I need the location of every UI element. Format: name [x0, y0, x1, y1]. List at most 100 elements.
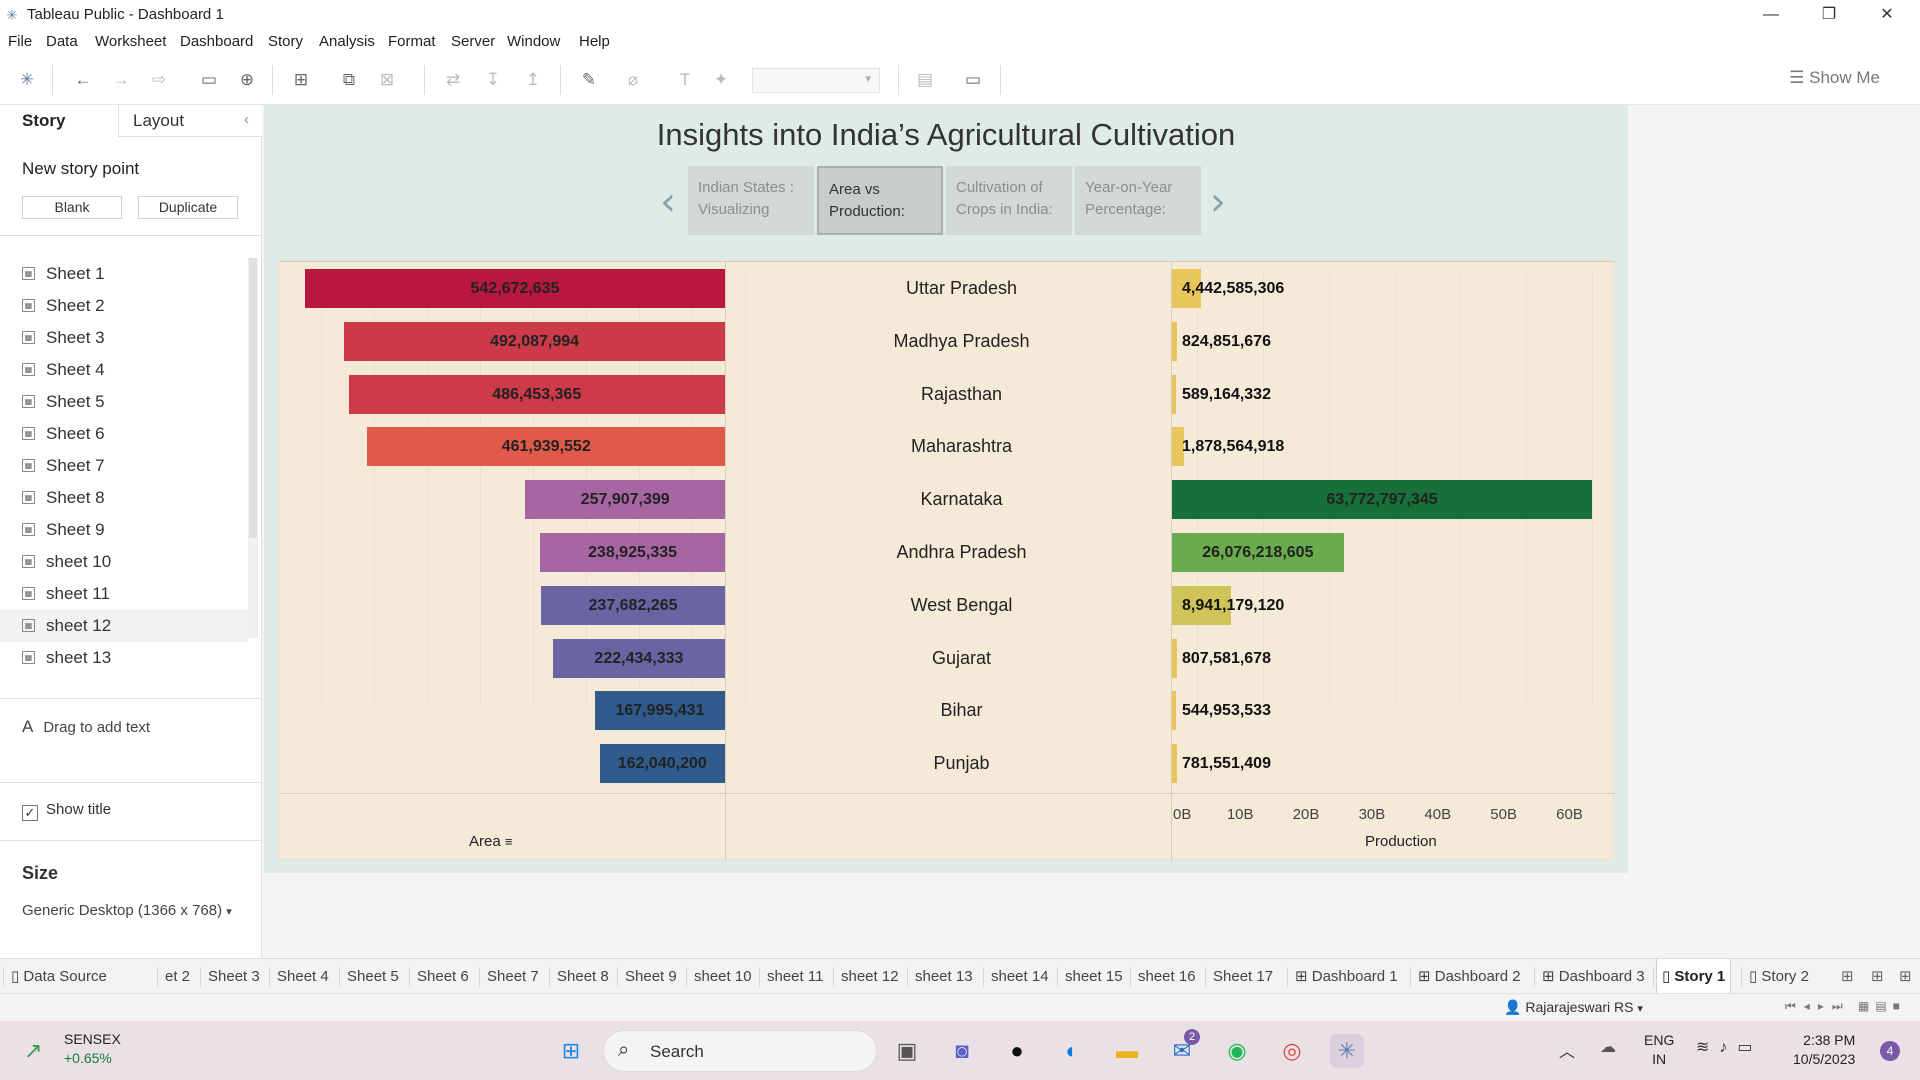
- sheet-list-item[interactable]: ▦ Sheet 9: [0, 514, 248, 546]
- area-bar[interactable]: [305, 269, 725, 308]
- area-axis-title[interactable]: Area ≡: [469, 833, 513, 850]
- sheet-list-scrollbar[interactable]: [248, 258, 258, 638]
- fit-dropdown[interactable]: ▾: [752, 68, 880, 93]
- production-bar[interactable]: [1172, 533, 1344, 572]
- area-bar[interactable]: [344, 321, 725, 361]
- area-bar[interactable]: [599, 744, 725, 784]
- sheet-tab[interactable]: ▯ Story 2: [1749, 968, 1809, 985]
- notification-badge[interactable]: 4: [1880, 1041, 1900, 1061]
- sheet-tab[interactable]: sheet 13: [915, 968, 973, 985]
- menu-data[interactable]: Data: [46, 33, 78, 50]
- replay-icon[interactable]: ⇨: [151, 70, 167, 89]
- redo-icon[interactable]: →: [112, 70, 130, 89]
- menu-worksheet[interactable]: Worksheet: [95, 33, 167, 50]
- sheet-list-item[interactable]: ▦ Sheet 2: [0, 290, 248, 322]
- show-me-button[interactable]: ☰ Show Me: [1789, 68, 1880, 87]
- sheet-tab[interactable]: Sheet 9: [625, 968, 677, 985]
- sheet-list-item[interactable]: ▦ Sheet 1: [0, 258, 248, 290]
- sheet-list-item[interactable]: ▦ Sheet 4: [0, 354, 248, 386]
- mail-icon[interactable]: ✉: [1172, 1038, 1192, 1063]
- sheet-list-item[interactable]: ▦ Sheet 3: [0, 322, 248, 354]
- undo-icon[interactable]: ←: [74, 70, 92, 89]
- sheet-list-item[interactable]: ▦ Sheet 7: [0, 450, 248, 482]
- area-bar[interactable]: [540, 533, 725, 572]
- sheet-tab[interactable]: ⊞ Dashboard 1: [1295, 968, 1398, 985]
- sheet-tab[interactable]: ▯ Data Source: [11, 968, 107, 985]
- sensex-widget[interactable]: SENSEX +0.65%: [64, 1031, 121, 1066]
- collapse-panel-icon[interactable]: ‹: [244, 111, 249, 128]
- clock[interactable]: 2:38 PM 10/5/2023: [1793, 1032, 1856, 1067]
- sheet-tab[interactable]: Sheet 3: [208, 968, 260, 985]
- sort-ascending-icon[interactable]: ↧: [485, 70, 501, 89]
- new-story-tab-icon[interactable]: ⊞: [1899, 968, 1912, 985]
- tableau-taskbar-icon[interactable]: ✳: [1330, 1034, 1364, 1068]
- github-icon[interactable]: ●: [1010, 1038, 1024, 1063]
- user-menu[interactable]: 👤 Rajarajeswari RS ▾: [1504, 999, 1643, 1015]
- duplicate-button[interactable]: Duplicate: [138, 196, 238, 219]
- scrollbar-thumb[interactable]: [249, 258, 257, 538]
- network-volume-battery-icons[interactable]: ≋♪▭: [1696, 1039, 1763, 1056]
- menu-analysis[interactable]: Analysis: [319, 33, 375, 50]
- swap-rows-columns-icon[interactable]: ⇄: [445, 70, 461, 89]
- show-hidden-icons-chevron[interactable]: ︿: [1559, 1044, 1576, 1061]
- production-bar[interactable]: [1172, 427, 1185, 467]
- blank-button[interactable]: Blank: [22, 196, 122, 219]
- sheet-list-item[interactable]: ▦ sheet 12: [0, 610, 248, 642]
- sheet-tab[interactable]: Sheet 4: [277, 968, 329, 985]
- sheet-tab[interactable]: sheet 11: [767, 968, 824, 985]
- sort-descending-icon[interactable]: ≡: [504, 834, 513, 849]
- group-members-icon[interactable]: ⌀: [627, 70, 639, 89]
- teams-chat-icon[interactable]: ◙: [955, 1038, 969, 1063]
- sheet-list-item[interactable]: ▦ Sheet 8: [0, 482, 248, 514]
- area-bar[interactable]: [552, 638, 725, 678]
- restore-button[interactable]: ❐: [1821, 6, 1837, 23]
- production-bar[interactable]: [1172, 585, 1231, 625]
- sheet-tab[interactable]: ⊞ Dashboard 2: [1418, 968, 1521, 985]
- taskbar-search[interactable]: ⌕ Search: [603, 1030, 877, 1072]
- close-button[interactable]: ✕: [1880, 6, 1894, 23]
- sheet-tab[interactable]: et 2: [165, 968, 191, 985]
- task-view-icon[interactable]: ▣: [896, 1038, 918, 1063]
- story-point-2[interactable]: Area vs Production:: [817, 166, 943, 235]
- production-bar[interactable]: [1172, 321, 1178, 361]
- spotify-icon[interactable]: ◉: [1227, 1038, 1247, 1063]
- menu-help[interactable]: Help: [579, 33, 610, 50]
- sheet-tab[interactable]: ⊞ Dashboard 3: [1542, 968, 1645, 985]
- production-bar[interactable]: [1172, 269, 1202, 308]
- sheet-tab[interactable]: Sheet 8: [557, 968, 609, 985]
- story-point-3[interactable]: Cultivation of Crops in India:: [946, 166, 1072, 235]
- chrome-icon[interactable]: ◎: [1282, 1038, 1302, 1063]
- sheet-tab[interactable]: Sheet 5: [347, 968, 399, 985]
- story-point-4[interactable]: Year-on-Year Percentage:: [1075, 166, 1201, 235]
- sheet-tab[interactable]: sheet 14: [991, 968, 1049, 985]
- production-bar[interactable]: [1172, 480, 1592, 520]
- area-bar[interactable]: [541, 585, 725, 625]
- sheet-list-item[interactable]: ▦ sheet 13: [0, 642, 248, 674]
- sheet-list-item[interactable]: ▦ Sheet 5: [0, 386, 248, 418]
- new-worksheet-icon[interactable]: ⊞: [293, 70, 309, 89]
- view-toggle-icons[interactable]: ▦▤■: [1858, 999, 1906, 1013]
- menu-dashboard[interactable]: Dashboard: [180, 33, 254, 50]
- previous-story-point-arrow[interactable]: ‹: [660, 179, 676, 225]
- minimize-button[interactable]: —: [1763, 6, 1779, 23]
- size-dropdown[interactable]: Generic Desktop (1366 x 768) ▾: [22, 902, 232, 919]
- area-bar[interactable]: [348, 374, 725, 414]
- tableau-home-icon[interactable]: ✳: [19, 70, 35, 89]
- show-mark-labels-icon[interactable]: T: [679, 70, 691, 89]
- menu-file[interactable]: File: [8, 33, 33, 50]
- sheet-tab[interactable]: sheet 12: [841, 968, 899, 985]
- language-indicator[interactable]: ENG IN: [1644, 1032, 1675, 1067]
- new-dashboard-tab-icon[interactable]: ⊞: [1871, 968, 1884, 985]
- sheet-tab[interactable]: Sheet 7: [487, 968, 539, 985]
- sheet-list-item[interactable]: ▦ sheet 11: [0, 578, 248, 610]
- production-bar[interactable]: [1172, 691, 1176, 731]
- file-explorer-icon[interactable]: ▬: [1116, 1038, 1138, 1063]
- sheet-tab[interactable]: sheet 15: [1065, 968, 1123, 985]
- tab-layout[interactable]: Layout: [118, 105, 262, 137]
- area-bar[interactable]: [594, 691, 725, 731]
- production-bar[interactable]: [1172, 744, 1178, 784]
- sheet-tab[interactable]: sheet 10: [694, 968, 752, 985]
- area-bar[interactable]: [525, 480, 725, 520]
- area-bar[interactable]: [367, 427, 725, 467]
- save-icon[interactable]: ▭: [200, 70, 218, 89]
